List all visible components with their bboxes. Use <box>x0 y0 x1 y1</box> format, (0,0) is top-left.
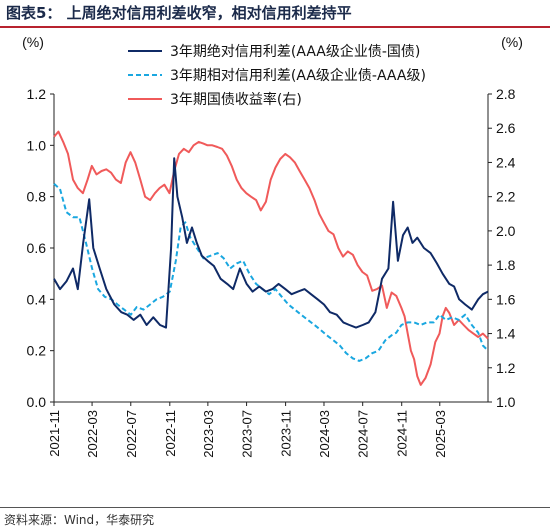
series-layer <box>53 130 489 386</box>
right-tick-label: 2.2 <box>496 189 516 205</box>
legend-label-2: 3年期国债收益率(右) <box>170 91 302 108</box>
x-tick-label: 2024-03 <box>317 410 332 458</box>
legend-label-0: 3年期绝对信用利差(AAA级企业债-国债) <box>170 43 420 60</box>
left-tick-label: 0.4 <box>27 291 47 307</box>
series-line-2 <box>53 130 489 386</box>
left-tick-label: 0.8 <box>27 189 47 205</box>
right-tick-label: 2.6 <box>496 120 516 136</box>
left-tick-label: 1.2 <box>27 86 47 102</box>
figure-title: 图表5： 上周绝对信用利差收窄，相对信用利差持平 <box>6 4 352 22</box>
left-tick-label: 0.6 <box>27 240 47 256</box>
series-line-0 <box>53 157 489 329</box>
right-tick-label: 2.0 <box>496 223 516 239</box>
series-line-1 <box>53 183 489 362</box>
x-tick-label: 2023-03 <box>201 410 216 458</box>
left-tick-label: 0.2 <box>27 343 47 359</box>
x-tick-label: 2024-07 <box>356 410 371 458</box>
x-tick-label: 2023-11 <box>279 410 294 457</box>
right-tick-label: 2.4 <box>496 154 516 170</box>
right-unit-label: (%) <box>501 34 523 50</box>
right-tick-label: 1.8 <box>496 257 516 273</box>
right-tick-label: 1.0 <box>496 394 516 410</box>
right-tick-label: 2.8 <box>496 86 516 102</box>
x-tick-label: 2023-07 <box>240 410 255 458</box>
x-tick-label: 2022-03 <box>85 410 100 458</box>
footer-rule <box>0 507 550 508</box>
source-note: 资料来源：Wind，华泰研究 <box>4 513 155 527</box>
axes: 0.0 0.2 0.4 0.6 0.8 1.0 1.2 1.0 1.2 1.4 1.6 1.8 2.0 2… <box>22 34 523 458</box>
left-unit-label: (%) <box>22 34 44 50</box>
right-tick-label: 1.6 <box>496 291 516 307</box>
title-rule <box>0 26 550 28</box>
x-tick-label: 2024-11 <box>395 410 410 457</box>
legend-label-1: 3年期相对信用利差(AA级企业债-AAA级) <box>170 67 426 84</box>
x-tick-label: 2025-03 <box>433 410 448 458</box>
x-tick-label: 2022-11 <box>163 410 178 457</box>
left-tick-label: 0.0 <box>27 394 47 410</box>
x-tick-label: 2021-11 <box>47 410 62 457</box>
right-tick-label: 1.4 <box>496 326 516 342</box>
x-tick-label: 2022-07 <box>124 410 139 458</box>
right-tick-label: 1.2 <box>496 360 516 376</box>
legend: 3年期绝对信用利差(AAA级企业债-国债) 3年期相对信用利差(AA级企业债-AA… <box>128 43 426 108</box>
left-tick-label: 1.0 <box>27 137 47 153</box>
